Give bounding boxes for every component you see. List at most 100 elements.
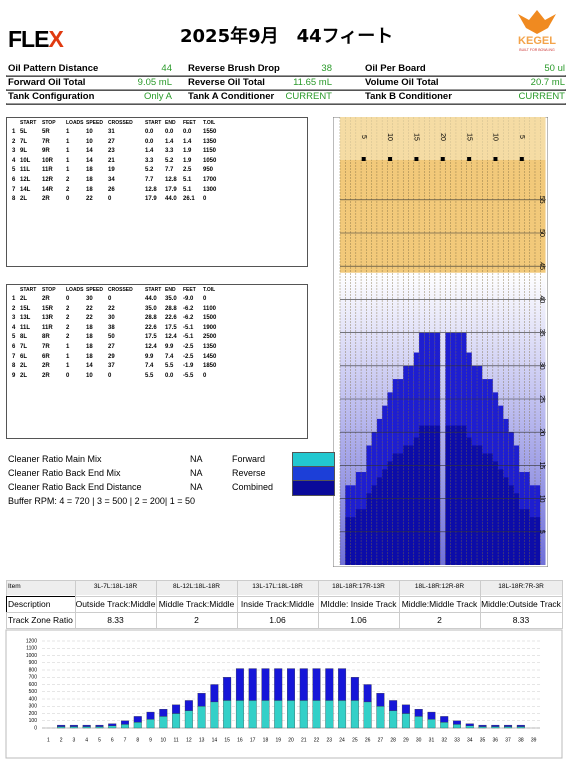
table-cell: 7.4 [165, 353, 174, 360]
bar [389, 700, 398, 711]
table-cell: 1.4 [145, 148, 154, 155]
board-label: 10 [492, 133, 499, 141]
table-cell: 10R [42, 157, 54, 164]
oil-heavy [361, 509, 367, 565]
bar [210, 684, 219, 703]
bar [197, 693, 206, 707]
table-cell: 30 [108, 315, 115, 322]
table-cell: 5R [42, 129, 50, 135]
table-cell: 2.5 [183, 167, 192, 174]
table-cell: -5.1 [183, 334, 194, 341]
table-cell: 5.2 [165, 157, 174, 164]
x-tick-label: 38 [518, 737, 524, 743]
bar [69, 726, 78, 729]
zone-text: Middle:Middle Track [401, 599, 478, 609]
bar [312, 668, 321, 701]
x-tick-label: 24 [339, 737, 345, 743]
table-cell: 5 [12, 167, 16, 174]
bar [274, 668, 283, 701]
table-cell: 5 [12, 334, 16, 341]
buffer-rpm: Buffer RPM: 4 = 720 | 3 = 500 | 2 = 200|… [8, 496, 195, 506]
table-cell: 0.0 [183, 129, 192, 135]
oil-heavy [387, 461, 393, 565]
table-cell: 14R [42, 186, 54, 193]
table-cell: 0 [108, 372, 112, 379]
table-cell: 1 [12, 129, 16, 135]
table-header: START [20, 287, 37, 293]
feet-label: 35 [538, 329, 545, 337]
oil-heavy [461, 425, 467, 565]
zone-text: 8.33 [107, 615, 124, 625]
zone-text: Outside Track:Middle [75, 599, 156, 609]
zone-text: 1.06 [269, 615, 286, 625]
table-cell: 1.9 [183, 157, 192, 164]
info-label: Tank A Conditioner [188, 91, 275, 102]
bar [95, 726, 104, 729]
table-header: CROSSED [108, 287, 133, 293]
table-header: START [20, 120, 37, 126]
table-cell: 44.0 [165, 196, 177, 203]
table-cell: 2R [42, 363, 50, 370]
table-header: START [145, 287, 162, 293]
legend-label: Forward [232, 454, 266, 464]
feet-label: 30 [538, 362, 545, 370]
table-cell: 0 [66, 196, 70, 203]
bar [172, 713, 181, 729]
x-tick-label: 35 [480, 737, 486, 743]
oil-heavy [498, 469, 504, 565]
table-cell: 22.6 [145, 324, 157, 331]
brand-bird [518, 10, 556, 34]
feet-label: 25 [538, 395, 545, 403]
table-cell: -5.5 [183, 372, 194, 379]
table-cell: 1150 [203, 148, 217, 155]
x-tick-label: 7 [124, 737, 127, 743]
board-marker [519, 157, 524, 161]
board-marker [361, 157, 366, 161]
x-tick-label: 30 [416, 737, 422, 743]
table-cell: 9 [12, 372, 16, 379]
table-cell: 1 [66, 138, 70, 145]
table-cell: 37 [108, 363, 115, 370]
info-value: 50 ul [544, 63, 565, 74]
table-cell: 1 [66, 363, 70, 370]
table-cell: 14 [86, 157, 93, 164]
zone-text: Track Zone Ratio [8, 615, 73, 625]
x-tick-label: 39 [531, 737, 537, 743]
bar [223, 700, 232, 729]
info-value: 20.7 mL [530, 77, 565, 88]
x-tick-label: 4 [85, 737, 88, 743]
zone-text: 8.33 [512, 615, 530, 625]
x-tick-label: 29 [403, 737, 409, 743]
table-cell: 18 [86, 167, 93, 174]
oil-heavy [450, 425, 456, 565]
table-cell: 1 [66, 167, 70, 174]
table-cell: 7 [12, 186, 16, 193]
table-cell: 5L [20, 129, 28, 135]
bar [299, 668, 308, 701]
x-tick-label: 19 [275, 737, 281, 743]
table-cell: 2R [42, 296, 50, 302]
feet-label: 55 [538, 196, 545, 204]
info-value: 11.65 mL [293, 77, 332, 88]
table-cell: 3.3 [145, 157, 154, 164]
table-header: T.OIL [203, 120, 216, 126]
table-cell: 22 [86, 305, 93, 312]
feet-label: 40 [538, 296, 545, 304]
brand-name: KEGEL [518, 35, 556, 47]
y-tick-label: 800 [29, 667, 38, 673]
table-cell: 10 [86, 372, 93, 379]
logo-main: FLE [8, 26, 49, 52]
table-cell: 13R [42, 315, 54, 322]
feet-label: 15 [538, 462, 545, 470]
table-cell: 7 [12, 353, 16, 360]
board-label: 5 [360, 135, 367, 139]
table-cell: 12L [20, 177, 31, 183]
oil-heavy [371, 485, 377, 565]
table-cell: 7L [20, 344, 28, 350]
bar [491, 726, 500, 729]
oil-heavy [455, 425, 462, 565]
oil-heavy [482, 453, 488, 565]
legend-label: Combined [232, 482, 274, 492]
bar [350, 677, 359, 701]
table-cell: 1 [66, 353, 70, 360]
